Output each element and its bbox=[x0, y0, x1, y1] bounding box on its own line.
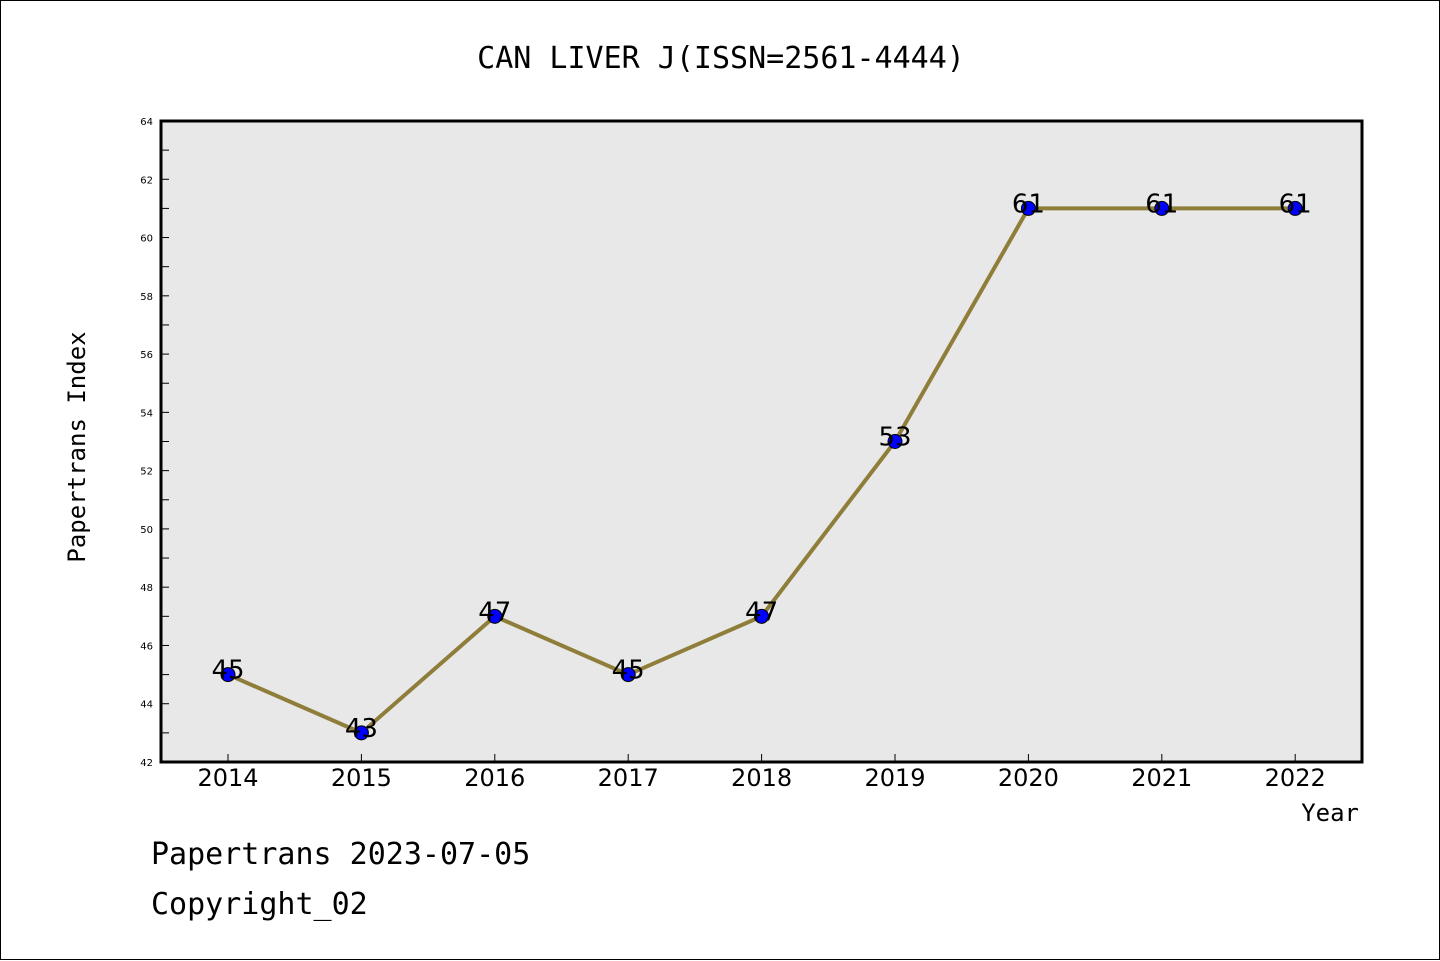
data-point bbox=[1287, 200, 1303, 216]
y-axis-title: Papertrans Index bbox=[63, 331, 91, 562]
x-tick-label: 2021 bbox=[1131, 764, 1192, 792]
y-tick-label: 50 bbox=[140, 525, 153, 536]
y-tick-label: 42 bbox=[140, 758, 153, 769]
y-tick-label: 64 bbox=[140, 117, 153, 128]
data-label: 61 bbox=[1279, 189, 1312, 219]
y-tick-label: 48 bbox=[140, 583, 153, 594]
x-tick-label: 2015 bbox=[331, 764, 392, 792]
data-point bbox=[353, 725, 369, 741]
data-label: 45 bbox=[612, 656, 645, 686]
data-label: 43 bbox=[345, 714, 378, 744]
data-point bbox=[620, 667, 636, 683]
data-point bbox=[1020, 200, 1036, 216]
x-tick-label: 2014 bbox=[197, 764, 258, 792]
data-labels: 45 43 47 45 47 53 61 61 61 bbox=[211, 189, 1311, 743]
x-tick-label: 2016 bbox=[464, 764, 525, 792]
data-point bbox=[754, 608, 770, 624]
data-label: 61 bbox=[1012, 189, 1045, 219]
x-tick-label: 2019 bbox=[864, 764, 925, 792]
data-point bbox=[487, 608, 503, 624]
plot-area bbox=[159, 119, 1364, 764]
y-tick-label: 46 bbox=[140, 641, 153, 652]
data-label: 47 bbox=[478, 597, 511, 627]
y-axis: 42 44 46 48 50 52 54 56 58 60 62 64 bbox=[140, 117, 169, 769]
data-label: 53 bbox=[878, 423, 911, 453]
x-axis: 2014 2015 2016 2017 2018 2019 2020 2021 2022 bbox=[197, 754, 1326, 792]
footer-copyright: Copyright_02 bbox=[151, 887, 368, 922]
chart-title: CAN LIVER J(ISSN=2561-4444) bbox=[477, 41, 965, 76]
footer-date: Papertrans 2023-07-05 bbox=[151, 837, 531, 872]
data-label: 61 bbox=[1145, 189, 1178, 219]
data-point bbox=[220, 667, 236, 683]
y-tick-label: 54 bbox=[140, 408, 153, 419]
data-point bbox=[1154, 200, 1170, 216]
y-tick-label: 52 bbox=[140, 467, 153, 478]
data-label: 47 bbox=[745, 597, 778, 627]
x-tick-label: 2022 bbox=[1265, 764, 1326, 792]
data-markers bbox=[220, 200, 1303, 741]
y-tick-label: 60 bbox=[140, 234, 153, 245]
x-tick-label: 2017 bbox=[598, 764, 659, 792]
data-point bbox=[887, 434, 903, 449]
x-axis-title: Year bbox=[1301, 799, 1359, 827]
y-tick-label: 44 bbox=[140, 700, 153, 711]
y-tick-label: 56 bbox=[140, 350, 153, 361]
y-tick-label: 62 bbox=[140, 175, 153, 186]
y-tick-label: 58 bbox=[140, 292, 153, 303]
x-tick-label: 2018 bbox=[731, 764, 792, 792]
data-label: 45 bbox=[211, 656, 244, 686]
x-tick-label: 2020 bbox=[998, 764, 1059, 792]
